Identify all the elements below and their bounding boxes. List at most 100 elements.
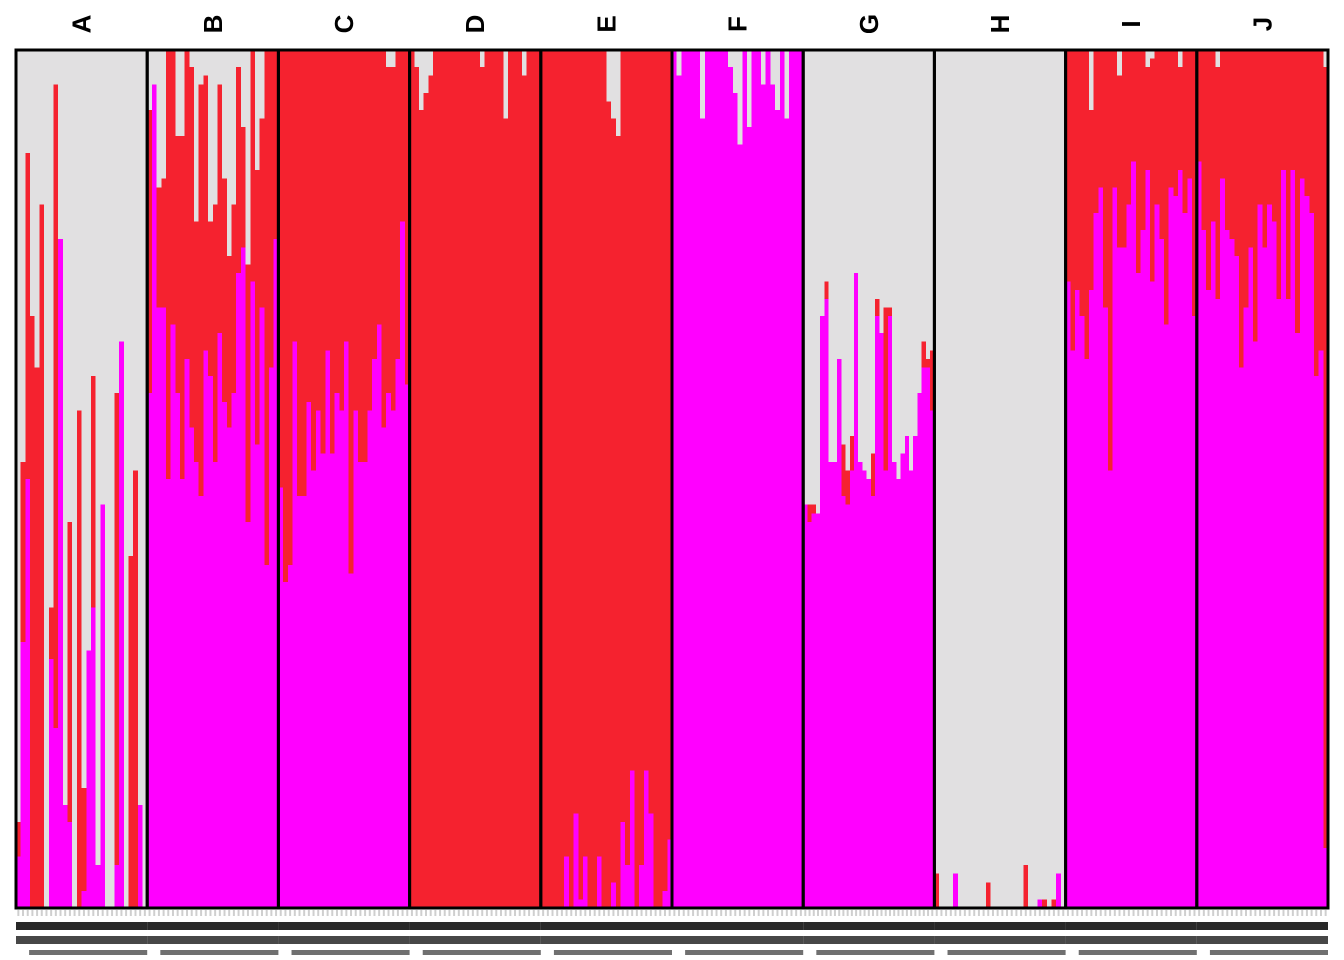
bar-segment-cluster3: [390, 50, 397, 68]
bar-segment-cluster3: [1323, 50, 1329, 68]
bar-segment-cluster2: [1206, 50, 1212, 291]
bar-segment-cluster2: [245, 264, 251, 522]
x-tick-label-band: [1065, 936, 1197, 944]
bar-segment-cluster3: [156, 50, 162, 188]
bar-segment-cluster2: [418, 110, 425, 908]
bar-segment-cluster3: [386, 50, 392, 68]
bar-segment-cluster3: [86, 50, 92, 651]
bar-segment-cluster1: [1267, 204, 1273, 908]
bar-segment-cluster3: [100, 50, 106, 505]
bar-segment-cluster2: [883, 307, 889, 471]
bar-segment-cluster2: [222, 178, 228, 402]
bar-segment-cluster3: [189, 50, 195, 68]
bar-segment-cluster3: [236, 50, 242, 68]
bar-segment-cluster2: [611, 118, 617, 883]
bar-segment-cluster1: [226, 427, 233, 908]
bar-segment-cluster3: [985, 50, 992, 883]
bar-segment-cluster1: [672, 50, 678, 908]
bar-segment-cluster1: [564, 856, 570, 908]
bar-segment-cluster2: [536, 50, 542, 908]
panel-frame-J: [1195, 48, 1330, 910]
bar-segment-cluster2: [587, 50, 593, 908]
bar-segment-cluster1: [269, 367, 275, 909]
bar-segment-cluster1: [751, 50, 757, 908]
bar-segment-cluster3: [1215, 50, 1221, 68]
bar-segment-cluster3: [62, 50, 69, 806]
bar-segment-cluster3: [151, 50, 158, 85]
bar-segment-cluster2: [573, 50, 579, 814]
bar-segment-cluster1: [676, 75, 682, 909]
bar-segment-cluster2: [362, 50, 369, 462]
bar-segment-cluster3: [803, 50, 809, 505]
bar-segment-cluster2: [1243, 50, 1249, 308]
bar-segment-cluster3: [883, 50, 889, 308]
bar-segment-cluster2: [451, 50, 458, 908]
bar-segment-cluster3: [53, 50, 59, 85]
bar-segment-cluster2: [887, 307, 893, 316]
bar-segment-cluster3: [133, 50, 139, 471]
bar-segment-cluster3: [962, 50, 968, 908]
bar-segment-cluster2: [1196, 50, 1203, 162]
bar-segment-cluster2: [1267, 50, 1273, 205]
bar-segment-cluster1: [662, 890, 668, 908]
bar-segment-cluster1: [1215, 298, 1221, 908]
bar-segment-cluster1: [1304, 195, 1310, 909]
x-tick-label-band: [934, 922, 1066, 930]
x-tick-label-band: [147, 922, 279, 930]
bar-segment-cluster2: [470, 50, 476, 908]
bar-segment-cluster2: [133, 470, 139, 908]
bar-segment-cluster3: [48, 50, 55, 608]
bar-segment-cluster3: [423, 50, 429, 93]
bar-segment-cluster2: [226, 255, 233, 428]
bar-segment-cluster1: [236, 273, 242, 909]
bar-segment-cluster1: [1154, 204, 1160, 908]
bar-segment-cluster2: [278, 50, 284, 488]
x-tick-label-band: [1065, 922, 1197, 930]
bar-segment-cluster1: [1121, 247, 1128, 909]
bar-segment-cluster1: [870, 496, 876, 908]
bar-segment-cluster1: [156, 307, 162, 908]
bar-segment-cluster2: [1079, 50, 1085, 316]
x-tick-label-band: [934, 936, 1066, 944]
bar-segment-cluster3: [820, 50, 825, 316]
bar-segment-cluster2: [259, 118, 265, 308]
bar-segment-cluster3: [862, 50, 868, 471]
bar-segment-cluster1: [900, 453, 906, 908]
bar-segment-cluster2: [320, 50, 326, 454]
bar-segment-cluster1: [198, 496, 205, 908]
bar-segment-cluster2: [147, 110, 153, 394]
bar-segment-cluster2: [1299, 50, 1306, 179]
x-tick-label-band: [29, 950, 148, 955]
bar-segment-cluster2: [1220, 50, 1226, 179]
bar-segment-cluster2: [81, 787, 87, 891]
bar-segment-cluster1: [811, 513, 817, 908]
bar-segment-cluster2: [1215, 67, 1221, 299]
bar-segment-cluster1: [756, 50, 762, 908]
bar-segment-cluster1: [1098, 187, 1104, 908]
bar-segment-cluster1: [866, 479, 872, 908]
bar-segment-cluster2: [1093, 50, 1099, 214]
bar-segment-cluster3: [137, 50, 144, 806]
bar-segment-cluster1: [784, 118, 790, 908]
bar-segment-cluster2: [639, 50, 645, 866]
bar-segment-cluster1: [329, 453, 336, 908]
bar-segment-cluster3: [109, 50, 115, 908]
x-tick-label-band: [803, 936, 935, 944]
bar-segment-cluster1: [930, 410, 935, 908]
bar-segment-cluster2: [615, 135, 622, 909]
bar-segment-cluster2: [128, 556, 134, 908]
bar-segment-cluster1: [376, 324, 383, 908]
bar-segment-cluster2: [165, 50, 172, 479]
group-label: G: [854, 14, 884, 34]
bar-segment-cluster1: [845, 504, 851, 908]
bar-segment-cluster1: [1229, 238, 1235, 908]
bar-segment-cluster2: [934, 873, 940, 908]
bar-segment-cluster2: [606, 101, 612, 909]
bar-segment-cluster2: [1229, 50, 1235, 239]
bar-segment-cluster3: [930, 50, 935, 351]
bar-segment-cluster2: [1023, 865, 1029, 908]
bar-segment-cluster2: [1145, 67, 1151, 171]
bar-segment-cluster1: [67, 822, 73, 908]
bar-segment-cluster2: [531, 50, 537, 908]
bar-segment-cluster1: [714, 50, 720, 908]
